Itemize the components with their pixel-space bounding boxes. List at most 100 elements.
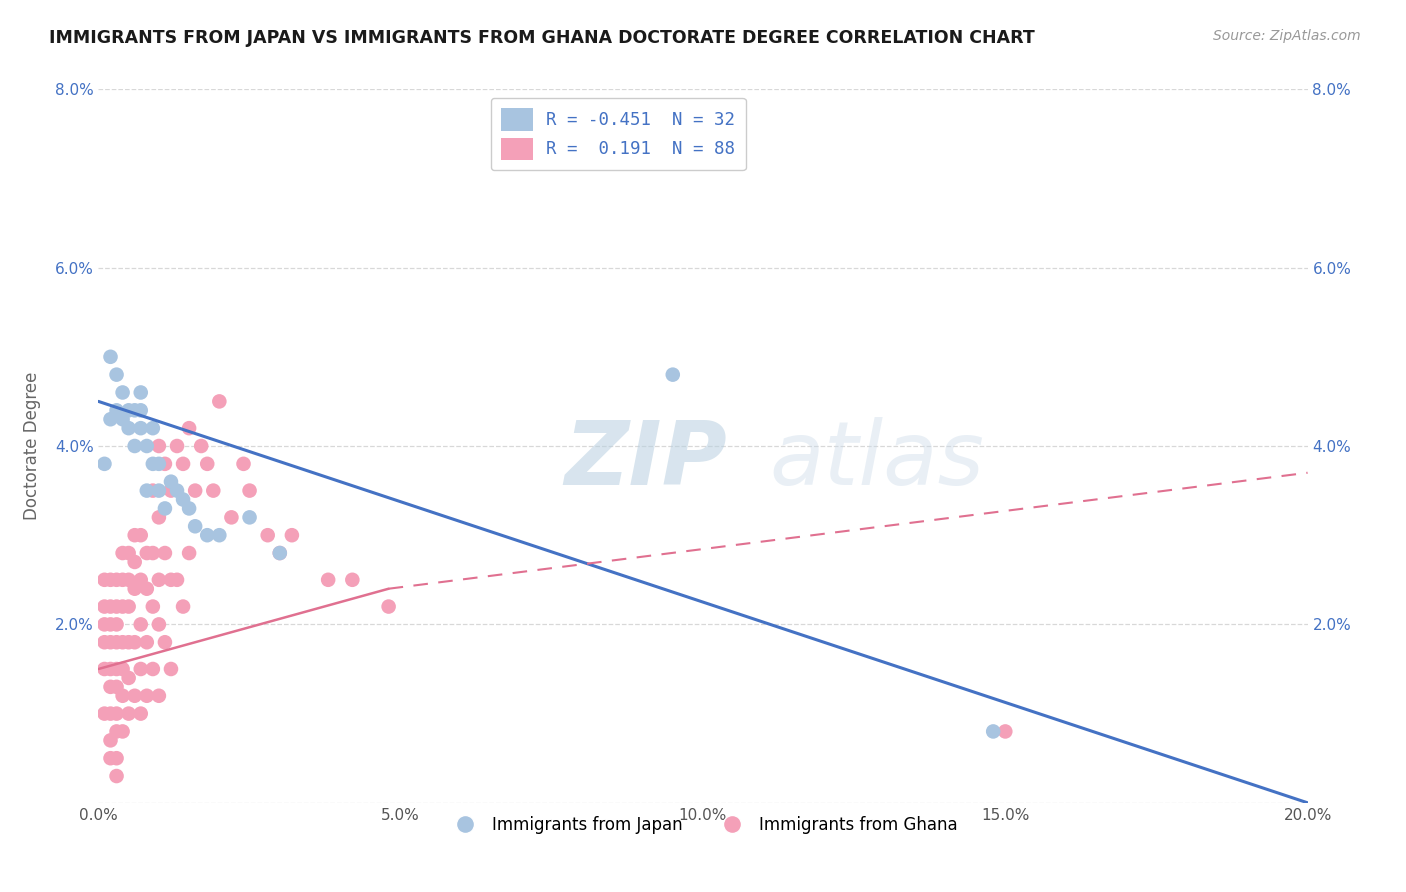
- Point: [93, 706, 115, 721]
- Point: [100, 680, 122, 694]
- Point: [172, 457, 194, 471]
- Point: [160, 475, 183, 489]
- Point: [93, 599, 115, 614]
- Point: [129, 421, 152, 435]
- Point: [105, 706, 128, 721]
- Point: [184, 483, 207, 498]
- Point: [190, 439, 212, 453]
- Point: [124, 528, 146, 542]
- Point: [142, 662, 165, 676]
- Point: [172, 599, 194, 614]
- Point: [153, 457, 176, 471]
- Point: [100, 635, 122, 649]
- Point: [111, 599, 134, 614]
- Point: [160, 662, 183, 676]
- Point: [195, 457, 218, 471]
- Point: [124, 403, 146, 417]
- Point: [148, 439, 170, 453]
- Point: [93, 662, 115, 676]
- Legend: Immigrants from Japan, Immigrants from Ghana: Immigrants from Japan, Immigrants from G…: [441, 810, 965, 841]
- Point: [148, 510, 170, 524]
- Point: [111, 724, 134, 739]
- Point: [166, 439, 188, 453]
- Point: [148, 689, 170, 703]
- Point: [269, 546, 291, 560]
- Point: [208, 394, 231, 409]
- Point: [148, 573, 170, 587]
- Point: [142, 546, 165, 560]
- Point: [118, 403, 141, 417]
- Point: [342, 573, 364, 587]
- Point: [208, 528, 231, 542]
- Point: [100, 733, 122, 747]
- Point: [129, 573, 152, 587]
- Point: [281, 528, 304, 542]
- Point: [118, 635, 141, 649]
- Point: [316, 573, 339, 587]
- Point: [148, 483, 170, 498]
- Point: [166, 483, 188, 498]
- Text: ZIP: ZIP: [564, 417, 727, 504]
- Point: [124, 582, 146, 596]
- Point: [105, 724, 128, 739]
- Point: [111, 546, 134, 560]
- Point: [129, 528, 152, 542]
- Point: [661, 368, 683, 382]
- Point: [239, 510, 262, 524]
- Point: [105, 617, 128, 632]
- Point: [118, 671, 141, 685]
- Point: [105, 662, 128, 676]
- Point: [256, 528, 278, 542]
- Point: [111, 412, 134, 426]
- Point: [377, 599, 399, 614]
- Text: atlas: atlas: [769, 417, 984, 503]
- Point: [129, 706, 152, 721]
- Point: [160, 573, 183, 587]
- Point: [124, 439, 146, 453]
- Point: [111, 573, 134, 587]
- Point: [142, 599, 165, 614]
- Point: [93, 573, 115, 587]
- Point: [184, 519, 207, 533]
- Point: [100, 350, 122, 364]
- Point: [118, 573, 141, 587]
- Point: [981, 724, 1004, 739]
- Point: [269, 546, 291, 560]
- Point: [142, 421, 165, 435]
- Point: [111, 689, 134, 703]
- Point: [129, 662, 152, 676]
- Point: [221, 510, 243, 524]
- Point: [105, 769, 128, 783]
- Text: Source: ZipAtlas.com: Source: ZipAtlas.com: [1213, 29, 1361, 43]
- Point: [124, 689, 146, 703]
- Point: [111, 662, 134, 676]
- Point: [118, 546, 141, 560]
- Point: [105, 368, 128, 382]
- Point: [202, 483, 225, 498]
- Point: [111, 635, 134, 649]
- Point: [93, 457, 115, 471]
- Point: [124, 635, 146, 649]
- Point: [100, 706, 122, 721]
- Point: [160, 483, 183, 498]
- Point: [105, 573, 128, 587]
- Y-axis label: Doctorate Degree: Doctorate Degree: [22, 372, 41, 520]
- Point: [105, 403, 128, 417]
- Point: [179, 501, 201, 516]
- Point: [124, 555, 146, 569]
- Point: [148, 617, 170, 632]
- Point: [153, 546, 176, 560]
- Point: [100, 617, 122, 632]
- Point: [135, 546, 157, 560]
- Point: [994, 724, 1017, 739]
- Point: [153, 635, 176, 649]
- Point: [105, 599, 128, 614]
- Point: [232, 457, 254, 471]
- Point: [239, 483, 262, 498]
- Point: [129, 617, 152, 632]
- Point: [135, 439, 157, 453]
- Point: [93, 635, 115, 649]
- Point: [118, 599, 141, 614]
- Text: IMMIGRANTS FROM JAPAN VS IMMIGRANTS FROM GHANA DOCTORATE DEGREE CORRELATION CHAR: IMMIGRANTS FROM JAPAN VS IMMIGRANTS FROM…: [49, 29, 1035, 46]
- Point: [100, 662, 122, 676]
